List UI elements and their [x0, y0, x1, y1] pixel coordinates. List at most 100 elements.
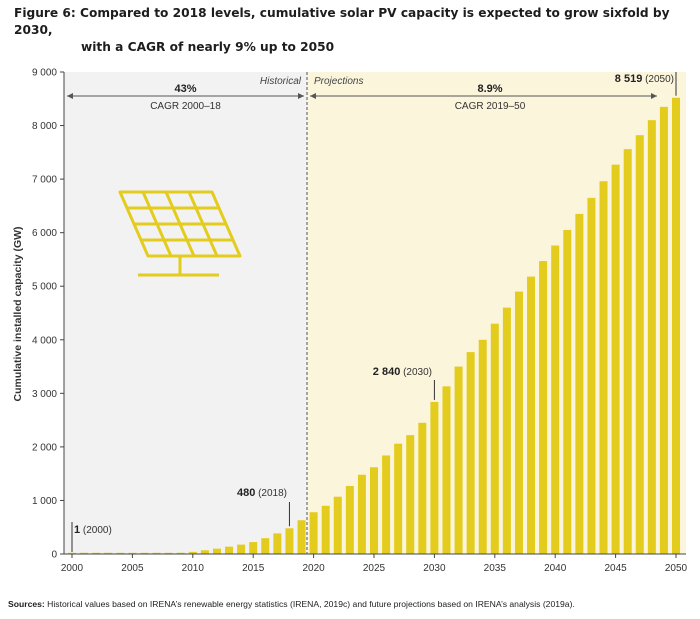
- bar-2027: [394, 443, 403, 554]
- bar-2016: [261, 538, 270, 554]
- figure-title-line-1: Figure 6: Compared to 2018 levels, cumul…: [14, 6, 670, 37]
- bar-2026: [382, 455, 391, 554]
- chart-labels: Historical Projections 43% CAGR 2000–18 8.9%…: [67, 72, 677, 552]
- figure-title-line-2: with a CAGR of nearly 9% up to 2050: [81, 40, 335, 54]
- bar-2033: [466, 352, 475, 554]
- historical-cagr-value: 43%: [174, 83, 196, 95]
- bar-2014: [237, 544, 246, 554]
- bar-2004: [116, 552, 125, 554]
- solar-panel-col-line: [187, 191, 219, 257]
- annotation-value-2000: 1: [74, 524, 80, 536]
- y-tick-label: 9 000: [32, 68, 57, 79]
- annotation-value-2030: 2 840: [373, 366, 401, 378]
- sources-text: Historical values based on IRENA’s renew…: [44, 599, 575, 609]
- bar-2005: [128, 552, 137, 554]
- solar-panel-frame: [118, 190, 242, 258]
- bar-2032: [454, 366, 463, 554]
- bar-2022: [333, 496, 342, 554]
- x-tick-label: 2030: [423, 563, 446, 574]
- x-tick-label: 2015: [242, 563, 265, 574]
- figure-title: Figure 6: Compared to 2018 levels, cumul…: [14, 5, 694, 56]
- bar-2019: [297, 520, 306, 554]
- bar-2038: [527, 276, 536, 554]
- axes: 0 1 000 2 000 3 000 4 000 5 000 6 000 7 000 8 00…: [32, 68, 688, 575]
- historical-region-background: [64, 72, 307, 554]
- bar-2034: [478, 339, 487, 554]
- bar-2045: [611, 164, 620, 554]
- bar-2035: [490, 323, 499, 554]
- y-tick-label: 6 000: [32, 228, 57, 239]
- bar-2037: [514, 291, 523, 554]
- solar-panel-icon: [118, 190, 242, 277]
- x-tick-label: 2020: [302, 563, 325, 574]
- annotation-year-2000: (2000): [80, 525, 112, 536]
- y-tick-label: 8 000: [32, 121, 57, 132]
- bar-2021: [321, 505, 330, 554]
- bar-2000: [68, 552, 76, 554]
- bar-2043: [587, 197, 596, 555]
- y-tick-label: 0: [51, 550, 57, 561]
- historical-cagr-arrow-head-right: [298, 93, 304, 99]
- bar-2003: [104, 552, 113, 554]
- annotation-2018: 480 (2018): [237, 487, 287, 499]
- bar-2025: [370, 467, 378, 554]
- projections-cagr-arrow-head-right: [651, 93, 657, 99]
- historical-cagr-arrow-head-left: [67, 93, 73, 99]
- y-axis-title: Cumulative installed capacity (GW): [12, 226, 24, 401]
- projections-cagr-arrow-head-left: [310, 93, 316, 99]
- x-tick-label: 2035: [484, 563, 507, 574]
- x-tick-label: 2040: [544, 563, 567, 574]
- bar-2012: [212, 548, 221, 554]
- bar-2046: [623, 149, 632, 554]
- annotation-2030: 2 840 (2030): [373, 366, 432, 378]
- projections-cagr-value: 8.9%: [477, 83, 502, 95]
- bar-2001: [80, 552, 89, 554]
- bar-2024: [357, 474, 366, 554]
- projections-label: Projections: [314, 76, 363, 87]
- bar-2006: [140, 552, 149, 554]
- bar-2050: [672, 97, 680, 554]
- bar-2002: [92, 552, 101, 554]
- annotation-year-2018: (2018): [255, 488, 287, 499]
- bar-2011: [200, 550, 209, 554]
- bar-2030: [430, 401, 439, 554]
- bar-series: [68, 97, 680, 555]
- y-tick-label: 5 000: [32, 282, 57, 293]
- historical-cagr-label: CAGR 2000–18: [150, 101, 221, 112]
- sources-label: Sources:: [8, 599, 45, 609]
- bar-2042: [575, 213, 584, 555]
- annotation-year-2050: (2050): [642, 74, 674, 85]
- y-tick-label: 4 000: [32, 335, 57, 346]
- x-tick-label: 2005: [121, 563, 144, 574]
- bar-2044: [599, 181, 608, 554]
- projections-cagr-label: CAGR 2019–50: [455, 101, 526, 112]
- y-tick-label: 1 000: [32, 496, 57, 507]
- bar-2028: [406, 435, 415, 554]
- annotation-value-2018: 480: [237, 487, 255, 499]
- annotation-value-2050: 8 519: [615, 73, 643, 85]
- x-tick-label: 2000: [61, 563, 84, 574]
- annotation-2000: 1 (2000): [74, 524, 112, 536]
- bar-2041: [563, 229, 572, 555]
- x-tick-label: 2025: [363, 563, 386, 574]
- bar-2015: [249, 542, 258, 554]
- bar-2018: [285, 528, 294, 554]
- bar-2009: [176, 552, 185, 554]
- bar-2008: [164, 552, 173, 554]
- bar-2047: [635, 135, 644, 554]
- x-tick-label: 2050: [665, 563, 688, 574]
- bar-2036: [502, 307, 511, 554]
- y-tick-label: 2 000: [32, 442, 57, 453]
- x-tick-label: 2045: [604, 563, 627, 574]
- solar-panel-col-line: [164, 191, 196, 257]
- bar-2029: [418, 422, 427, 554]
- solar-panel-grid: [118, 190, 242, 258]
- sources-note: Sources: Historical values based on IREN…: [8, 599, 698, 609]
- bar-2017: [273, 533, 282, 554]
- bar-2031: [442, 386, 451, 554]
- bar-2023: [345, 485, 354, 554]
- x-tick-label: 2010: [182, 563, 205, 574]
- bar-2048: [647, 120, 656, 554]
- bar-2040: [551, 245, 560, 554]
